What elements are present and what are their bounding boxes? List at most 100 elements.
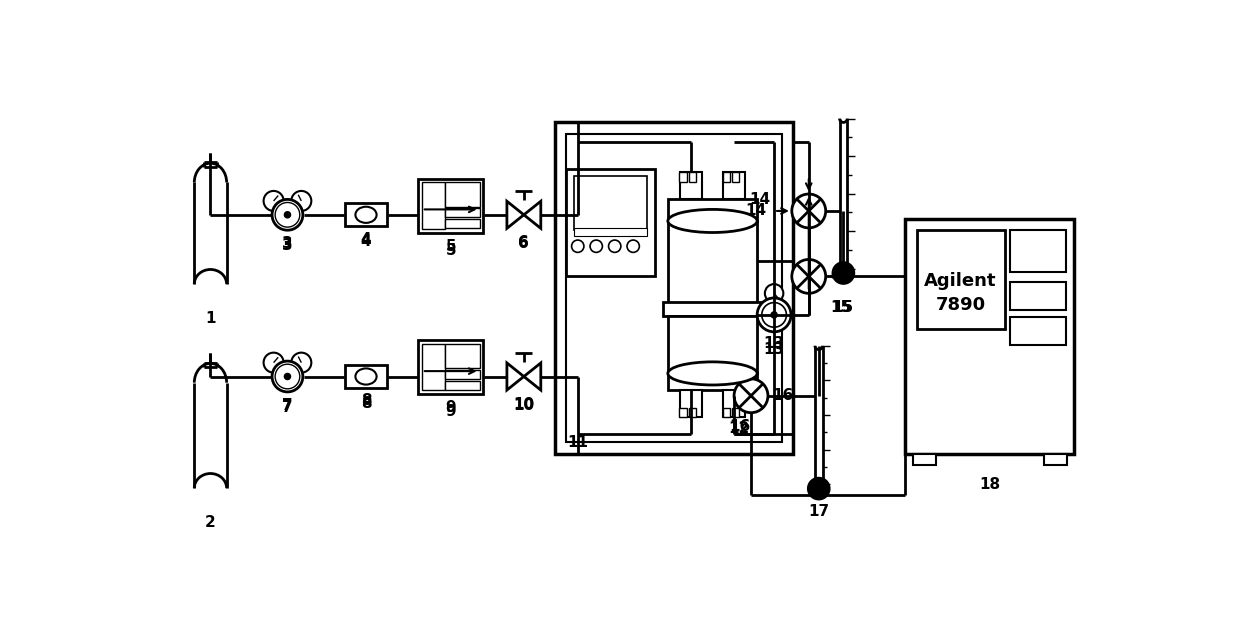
Bar	[1011, 282, 1066, 310]
Circle shape	[264, 191, 284, 211]
Circle shape	[609, 240, 621, 252]
Bar	[1011, 231, 1066, 272]
Bar	[663, 302, 761, 316]
Bar	[668, 199, 758, 221]
Bar	[1011, 317, 1066, 345]
Bar	[668, 316, 758, 373]
Circle shape	[284, 211, 290, 218]
Text: 7: 7	[283, 398, 293, 413]
Bar	[1044, 453, 1066, 465]
Text: 14: 14	[745, 203, 766, 218]
Ellipse shape	[668, 210, 758, 232]
Text: 14: 14	[749, 192, 770, 207]
Bar	[574, 228, 647, 236]
Polygon shape	[523, 363, 541, 390]
Bar	[445, 182, 480, 207]
Bar	[680, 173, 687, 182]
Polygon shape	[523, 201, 541, 229]
Bar	[723, 391, 745, 417]
Bar	[554, 123, 794, 453]
Circle shape	[291, 352, 311, 373]
Circle shape	[284, 373, 290, 380]
Text: 9: 9	[445, 401, 456, 415]
Bar	[418, 178, 484, 232]
Text: 10: 10	[513, 398, 534, 413]
Bar	[445, 344, 480, 368]
Bar	[905, 218, 1074, 453]
Circle shape	[792, 260, 826, 293]
Bar	[681, 173, 702, 199]
Text: 7890: 7890	[935, 296, 986, 314]
Bar	[732, 173, 739, 182]
Bar	[445, 370, 480, 379]
Polygon shape	[507, 363, 523, 390]
Circle shape	[765, 284, 784, 303]
Bar	[445, 208, 480, 217]
Ellipse shape	[668, 362, 758, 385]
Text: 6: 6	[518, 236, 529, 251]
Text: Agilent: Agilent	[924, 272, 997, 290]
Bar	[567, 134, 781, 442]
Bar	[345, 365, 387, 388]
Bar	[574, 177, 647, 231]
Circle shape	[275, 364, 300, 389]
Text: 2: 2	[205, 515, 216, 530]
Text: 16: 16	[773, 388, 794, 403]
Text: 10: 10	[513, 396, 534, 411]
Bar	[668, 373, 758, 391]
Text: 18: 18	[980, 477, 1001, 491]
Bar	[723, 173, 745, 199]
Text: 15: 15	[832, 300, 853, 314]
Bar	[445, 381, 480, 390]
Text: 5: 5	[445, 239, 456, 253]
Text: 17: 17	[808, 504, 830, 519]
Text: 12: 12	[728, 421, 749, 436]
Circle shape	[272, 361, 303, 392]
Text: 4: 4	[361, 232, 371, 247]
Text: 3: 3	[283, 236, 293, 251]
Bar	[345, 203, 387, 226]
Bar	[913, 453, 936, 465]
Circle shape	[272, 199, 303, 231]
Bar	[732, 408, 739, 417]
Text: 15: 15	[831, 300, 852, 314]
Circle shape	[275, 203, 300, 227]
Circle shape	[771, 312, 777, 318]
Circle shape	[291, 191, 311, 211]
Text: 13: 13	[764, 342, 785, 357]
Bar	[916, 231, 1004, 329]
Bar	[723, 173, 730, 182]
Circle shape	[734, 379, 768, 413]
Circle shape	[808, 478, 830, 499]
Circle shape	[264, 352, 284, 373]
Text: 8: 8	[361, 394, 371, 408]
Bar	[422, 182, 445, 229]
Text: 7: 7	[283, 399, 293, 415]
Bar	[668, 221, 758, 305]
Ellipse shape	[356, 368, 377, 385]
Circle shape	[590, 240, 603, 252]
Ellipse shape	[356, 207, 377, 223]
Text: 3: 3	[283, 238, 293, 253]
Text: 1: 1	[205, 311, 216, 326]
Text: 11: 11	[567, 434, 588, 450]
Polygon shape	[507, 201, 523, 229]
Text: 8: 8	[361, 396, 371, 411]
Text: 16: 16	[729, 419, 750, 434]
Bar	[445, 219, 480, 228]
Bar	[422, 344, 445, 391]
Text: 6: 6	[518, 235, 529, 250]
Bar	[680, 408, 687, 417]
Bar	[567, 169, 655, 276]
Text: 4: 4	[361, 234, 371, 249]
Circle shape	[627, 240, 640, 252]
Bar	[681, 391, 702, 417]
Text: 13: 13	[764, 337, 785, 351]
Bar	[688, 408, 697, 417]
Circle shape	[572, 240, 584, 252]
Text: 9: 9	[445, 404, 456, 419]
Bar	[418, 340, 484, 394]
Bar	[688, 173, 697, 182]
Circle shape	[792, 194, 826, 228]
Circle shape	[832, 262, 854, 284]
